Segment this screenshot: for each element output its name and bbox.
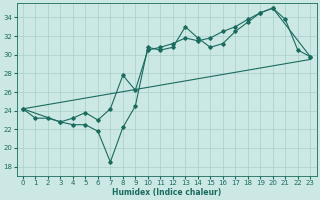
X-axis label: Humidex (Indice chaleur): Humidex (Indice chaleur) <box>112 188 221 197</box>
